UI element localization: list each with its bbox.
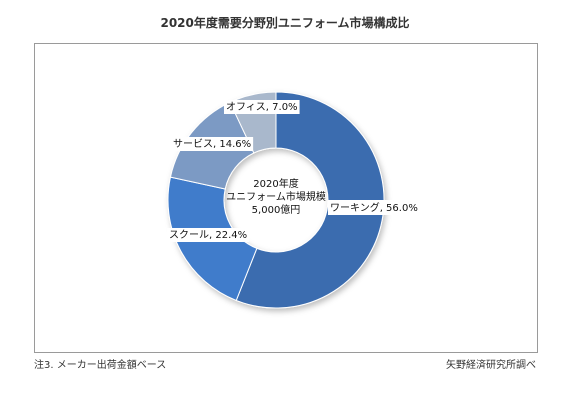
- label-service: サービス, 14.6%: [173, 138, 251, 150]
- slice-working: [235, 91, 385, 309]
- center-label-line-3: 5,000億円: [252, 203, 301, 216]
- label-service-bg: [171, 137, 254, 151]
- center-label-line-2: ユニフォーム市場規模: [226, 190, 326, 203]
- label-working-bg: [328, 200, 420, 215]
- label-working: ワーキング, 56.0%: [330, 201, 418, 214]
- footnote-left: 注3. メーカー出荷金額ベース: [34, 360, 167, 371]
- label-office-bg: [224, 100, 300, 114]
- label-school: スクール, 22.4%: [169, 229, 247, 241]
- chart-title: 2020年度需要分野別ユニフォーム市場構成比: [160, 16, 410, 30]
- footnote-right: 矢野経済研究所調べ: [446, 360, 536, 371]
- center-label-line-1: 2020年度: [253, 177, 298, 190]
- label-office: オフィス, 7.0%: [226, 101, 298, 113]
- label-school-bg: [167, 228, 250, 242]
